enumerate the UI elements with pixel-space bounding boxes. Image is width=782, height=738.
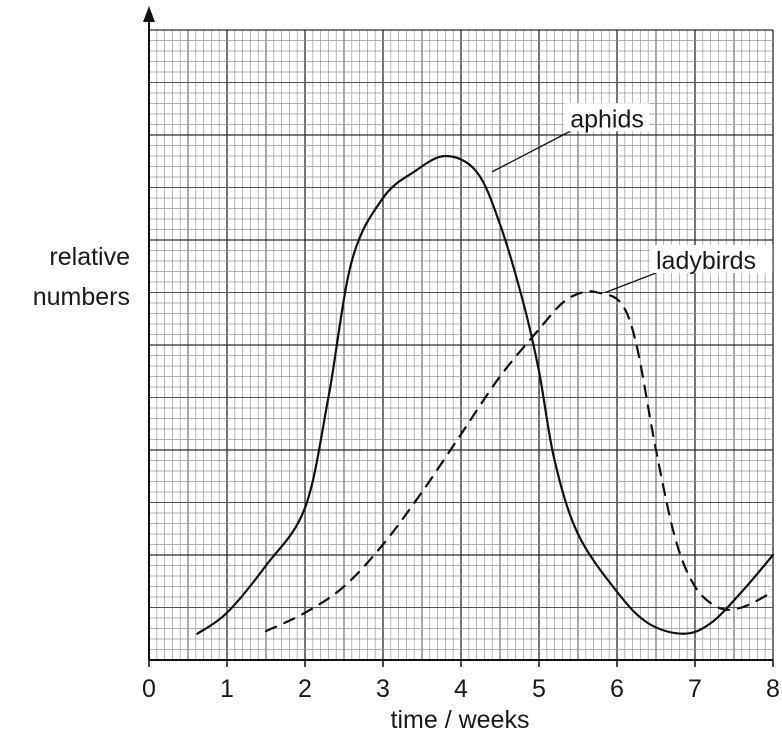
annotation-label-background xyxy=(650,245,773,273)
x-tick-label: 8 xyxy=(766,675,780,703)
y-axis-arrow xyxy=(143,6,155,22)
x-axis-title: time / weeks xyxy=(391,706,530,734)
x-tick-label: 2 xyxy=(298,675,312,703)
annotation-label-ladybirds: ladybirds xyxy=(656,247,756,275)
annotations: aphids ladybirds xyxy=(491,103,773,294)
series-lines xyxy=(196,154,775,635)
grid xyxy=(148,29,774,661)
x-tick-labels: 0 1 2 3 4 5 6 7 8 xyxy=(142,660,780,703)
series-line-aphids xyxy=(196,154,775,635)
x-tick-label: 1 xyxy=(220,675,234,703)
annotation-label-aphids: aphids xyxy=(570,105,644,133)
annotation-leader-line xyxy=(491,130,571,173)
annotation-label-background xyxy=(564,103,650,132)
axes xyxy=(143,6,773,661)
y-axis-title-line-2: numbers xyxy=(32,283,130,311)
x-tick-label: 7 xyxy=(688,675,702,703)
x-tick-label: 4 xyxy=(454,675,468,703)
annotation-leader-line xyxy=(605,272,657,294)
y-axis-title-line-1: relative xyxy=(49,243,130,271)
x-tick-label: 6 xyxy=(610,675,624,703)
x-tick-label: 5 xyxy=(532,675,546,703)
x-tick-label: 0 xyxy=(142,675,156,703)
x-tick-label: 3 xyxy=(376,675,390,703)
series-line-ladybirds xyxy=(264,290,775,633)
